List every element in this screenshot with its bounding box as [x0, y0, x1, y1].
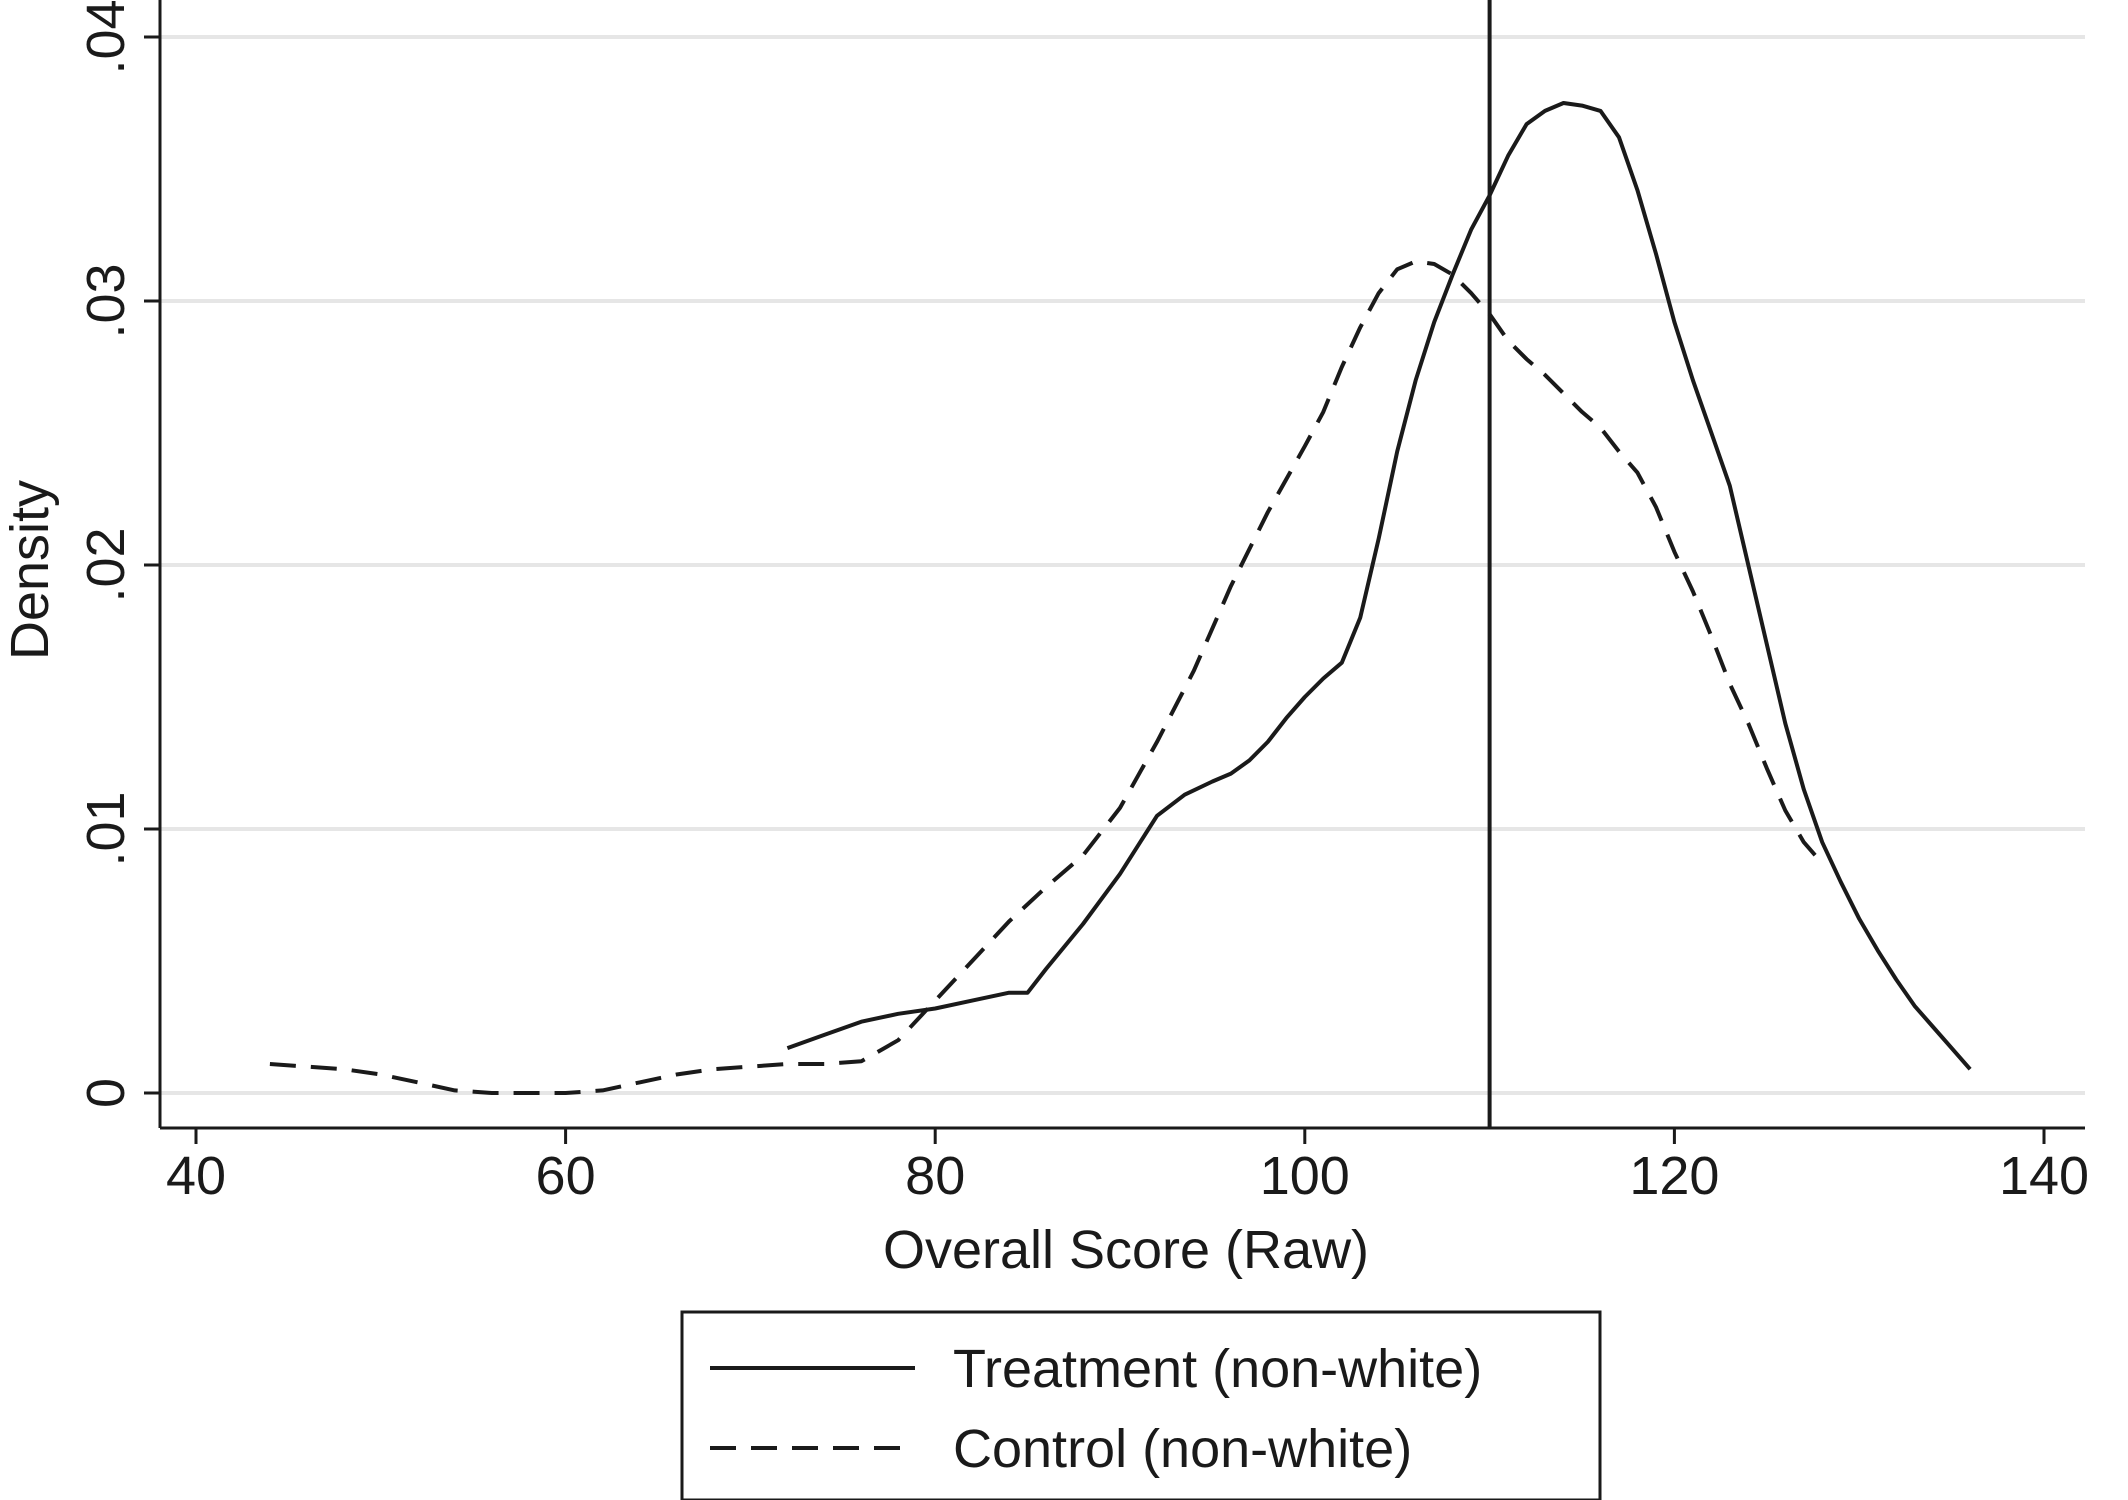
x-tick-label: 120: [1629, 1146, 1719, 1206]
x-axis-title: Overall Score (Raw): [883, 1220, 1369, 1280]
y-tick-label: .03: [76, 263, 136, 338]
legend-label-treatment: Treatment (non-white): [953, 1339, 1482, 1399]
y-tick-label: .01: [76, 791, 136, 866]
x-tick-label: 100: [1260, 1146, 1350, 1206]
legend-box: [680, 1310, 1602, 1500]
y-tick-label: .02: [76, 527, 136, 602]
legend: Treatment (non-white) Control (non-white…: [680, 1310, 1602, 1500]
y-tick-label: 0: [76, 1078, 136, 1108]
x-tick-label: 40: [166, 1146, 226, 1206]
series-line-control: [269, 259, 1824, 1095]
ticks: 0 .01 .02 .03 .04 40 60 80 100 120 140: [76, 0, 2089, 1206]
series-layer: [269, 101, 1972, 1095]
x-tick-label: 140: [1999, 1146, 2089, 1206]
x-tick-label: 60: [536, 1146, 596, 1206]
series-line-treatment: [786, 101, 1972, 1071]
x-tick-label: 80: [905, 1146, 965, 1206]
y-axis-title: Density: [0, 480, 60, 660]
y-tick-label: .04: [76, 0, 136, 75]
legend-label-control: Control (non-white): [953, 1419, 1412, 1479]
